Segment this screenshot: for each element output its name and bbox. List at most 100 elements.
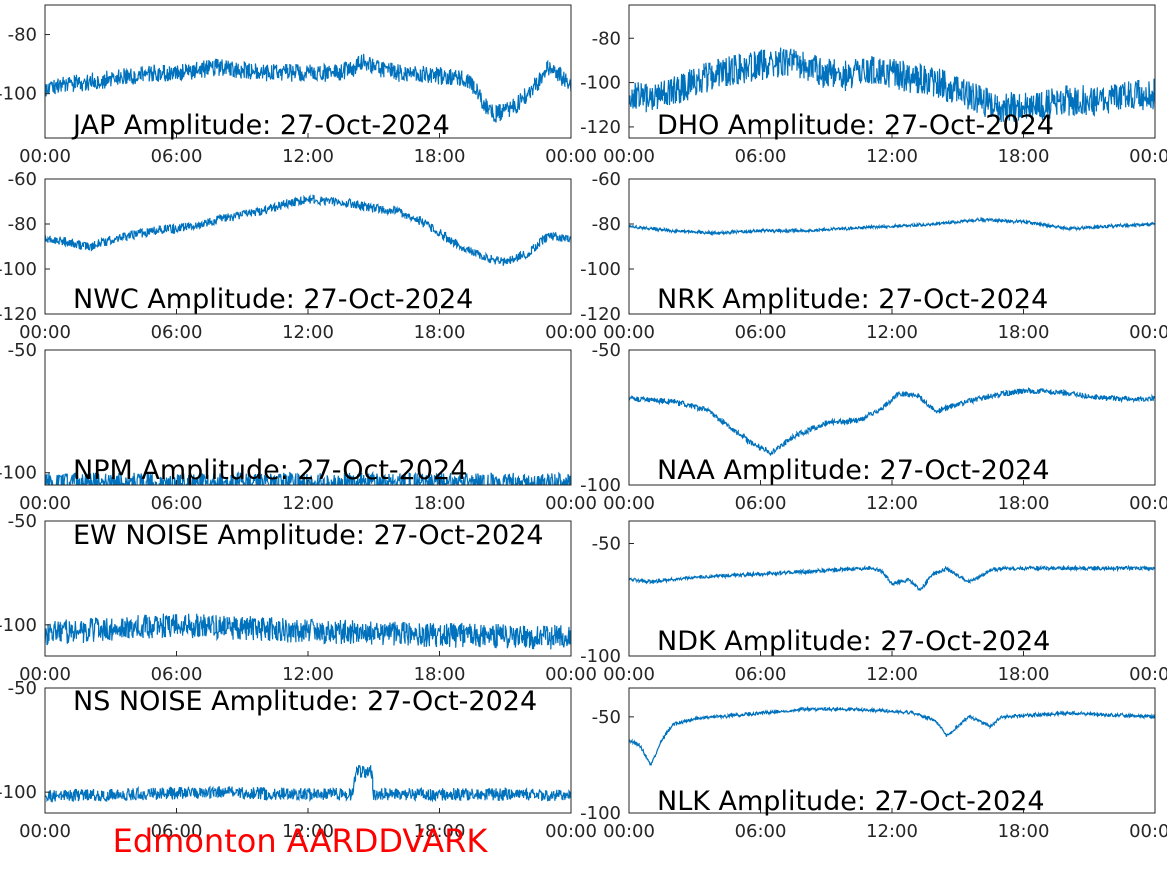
y-tick-label: -100 xyxy=(0,463,37,484)
x-tick-label: 00:00 xyxy=(603,493,655,514)
x-tick-label: 00:00 xyxy=(545,146,597,167)
x-tick-label: 18:00 xyxy=(414,821,466,842)
x-tick-label: 06:00 xyxy=(151,493,203,514)
series-line xyxy=(629,564,1155,591)
y-tick-label: -50 xyxy=(8,340,37,361)
panel-3: 00:00 06:00 12:00 18:00 00:00 -60 -80 -100 -120 N… xyxy=(580,169,1167,343)
y-tick-label: -100 xyxy=(580,646,621,667)
y-tick-label: -100 xyxy=(580,73,621,94)
x-tick-label: 18:00 xyxy=(414,664,466,685)
x-tick-label: 12:00 xyxy=(282,322,334,343)
x-tick-label: 18:00 xyxy=(998,664,1050,685)
x-tick-label: 00:00 xyxy=(603,322,655,343)
series-line xyxy=(45,470,571,485)
series-line xyxy=(45,194,571,266)
panel-7: 00:00 06:00 12:00 18:00 00:00 -50 -100 NDK Ampl… xyxy=(580,520,1167,685)
panel-title: NRK Amplitude: 27-Oct-2024 xyxy=(657,284,1048,315)
x-tick-label: 00:00 xyxy=(19,146,71,167)
panel-title: DHO Amplitude: 27-Oct-2024 xyxy=(657,110,1054,141)
x-tick-label: 00:00 xyxy=(1129,664,1167,685)
x-tick-label: 12:00 xyxy=(866,493,918,514)
panel-5: 00:00 06:00 12:00 18:00 00:00 -50 -100 NAA Ampl… xyxy=(580,340,1167,514)
x-tick-label: 06:00 xyxy=(151,821,203,842)
x-tick-label: 18:00 xyxy=(998,493,1050,514)
panel-8: 00:00 06:00 12:00 18:00 00:00 -50 -100 NS NOISE… xyxy=(0,678,597,842)
series-line xyxy=(629,47,1155,123)
y-tick-label: -50 xyxy=(592,340,621,361)
x-tick-label: 18:00 xyxy=(414,146,466,167)
panel-6: 00:00 06:00 12:00 18:00 00:00 -50 -100 EW NOISE… xyxy=(0,511,597,685)
x-tick-label: 12:00 xyxy=(866,821,918,842)
x-tick-label: 06:00 xyxy=(151,146,203,167)
x-tick-label: 00:00 xyxy=(545,493,597,514)
panel-title: NAA Amplitude: 27-Oct-2024 xyxy=(657,455,1050,486)
panel-1: 00:00 06:00 12:00 18:00 00:00 -80 -100 -120 DHO … xyxy=(580,4,1167,167)
y-tick-label: -80 xyxy=(8,25,37,46)
y-tick-label: -100 xyxy=(580,259,621,280)
y-tick-label: -50 xyxy=(592,707,621,728)
y-tick-label: -80 xyxy=(592,214,621,235)
series-line xyxy=(629,216,1155,237)
x-tick-label: 12:00 xyxy=(866,664,918,685)
panel-title: NWC Amplitude: 27-Oct-2024 xyxy=(73,284,473,315)
y-tick-label: -100 xyxy=(0,615,37,636)
x-tick-label: 00:00 xyxy=(545,821,597,842)
y-tick-label: -80 xyxy=(592,28,621,49)
x-tick-label: 06:00 xyxy=(151,664,203,685)
x-tick-label: 00:00 xyxy=(19,322,71,343)
y-tick-label: -100 xyxy=(580,475,621,496)
x-tick-label: 00:00 xyxy=(1129,146,1167,167)
panel-title: NPM Amplitude: 27-Oct-2024 xyxy=(73,455,467,486)
x-tick-label: 06:00 xyxy=(151,322,203,343)
x-tick-label: 00:00 xyxy=(603,664,655,685)
x-tick-label: 00:00 xyxy=(1129,493,1167,514)
x-tick-label: 06:00 xyxy=(735,146,787,167)
panel-title: NDK Amplitude: 27-Oct-2024 xyxy=(657,626,1050,657)
panel-title: NS NOISE Amplitude: 27-Oct-2024 xyxy=(73,686,537,717)
y-tick-label: -80 xyxy=(8,214,37,235)
panel-0: 00:00 06:00 12:00 18:00 00:00 -80 -100 JAP Ampl… xyxy=(0,4,597,167)
y-tick-label: -60 xyxy=(8,169,37,190)
x-tick-label: 18:00 xyxy=(998,146,1050,167)
y-tick-label: -100 xyxy=(0,84,37,105)
y-tick-label: -100 xyxy=(0,259,37,280)
panel-4: 00:00 06:00 12:00 18:00 00:00 -50 -100 NPM Ampl… xyxy=(0,340,597,514)
y-tick-label: -120 xyxy=(580,304,621,325)
x-tick-label: 06:00 xyxy=(735,493,787,514)
x-tick-label: 12:00 xyxy=(282,821,334,842)
x-tick-label: 00:00 xyxy=(545,664,597,685)
panel-title: NLK Amplitude: 27-Oct-2024 xyxy=(657,786,1045,817)
x-tick-label: 18:00 xyxy=(414,493,466,514)
x-tick-label: 00:00 xyxy=(19,493,71,514)
x-tick-label: 12:00 xyxy=(866,146,918,167)
panel-9: 00:00 06:00 12:00 18:00 00:00 -50 -100 NLK Ampl… xyxy=(580,687,1167,842)
y-tick-label: -100 xyxy=(0,782,37,803)
footer-label: Edmonton AARDDVARK xyxy=(113,822,489,860)
x-tick-label: 18:00 xyxy=(998,322,1050,343)
panel-title: EW NOISE Amplitude: 27-Oct-2024 xyxy=(73,520,544,551)
x-tick-label: 00:00 xyxy=(1129,322,1167,343)
series-line xyxy=(45,613,571,650)
y-tick-label: -120 xyxy=(0,304,37,325)
x-tick-label: 12:00 xyxy=(282,664,334,685)
x-tick-label: 12:00 xyxy=(866,322,918,343)
series-line xyxy=(629,705,1155,766)
x-tick-label: 06:00 xyxy=(735,322,787,343)
x-tick-label: 00:00 xyxy=(1129,821,1167,842)
series-line xyxy=(45,53,571,123)
x-tick-label: 00:00 xyxy=(603,821,655,842)
x-tick-label: 18:00 xyxy=(414,322,466,343)
x-tick-label: 06:00 xyxy=(735,821,787,842)
x-tick-label: 00:00 xyxy=(19,821,71,842)
x-tick-label: 00:00 xyxy=(19,664,71,685)
panel-title: JAP Amplitude: 27-Oct-2024 xyxy=(71,110,450,141)
series-line xyxy=(629,387,1155,457)
x-tick-label: 18:00 xyxy=(998,821,1050,842)
y-tick-label: -50 xyxy=(8,511,37,532)
x-tick-label: 06:00 xyxy=(735,664,787,685)
x-tick-label: 12:00 xyxy=(282,146,334,167)
series-line xyxy=(45,765,571,803)
x-tick-label: 00:00 xyxy=(603,146,655,167)
panel-2: 00:00 06:00 12:00 18:00 00:00 -60 -80 -100 -120 N… xyxy=(0,169,597,343)
